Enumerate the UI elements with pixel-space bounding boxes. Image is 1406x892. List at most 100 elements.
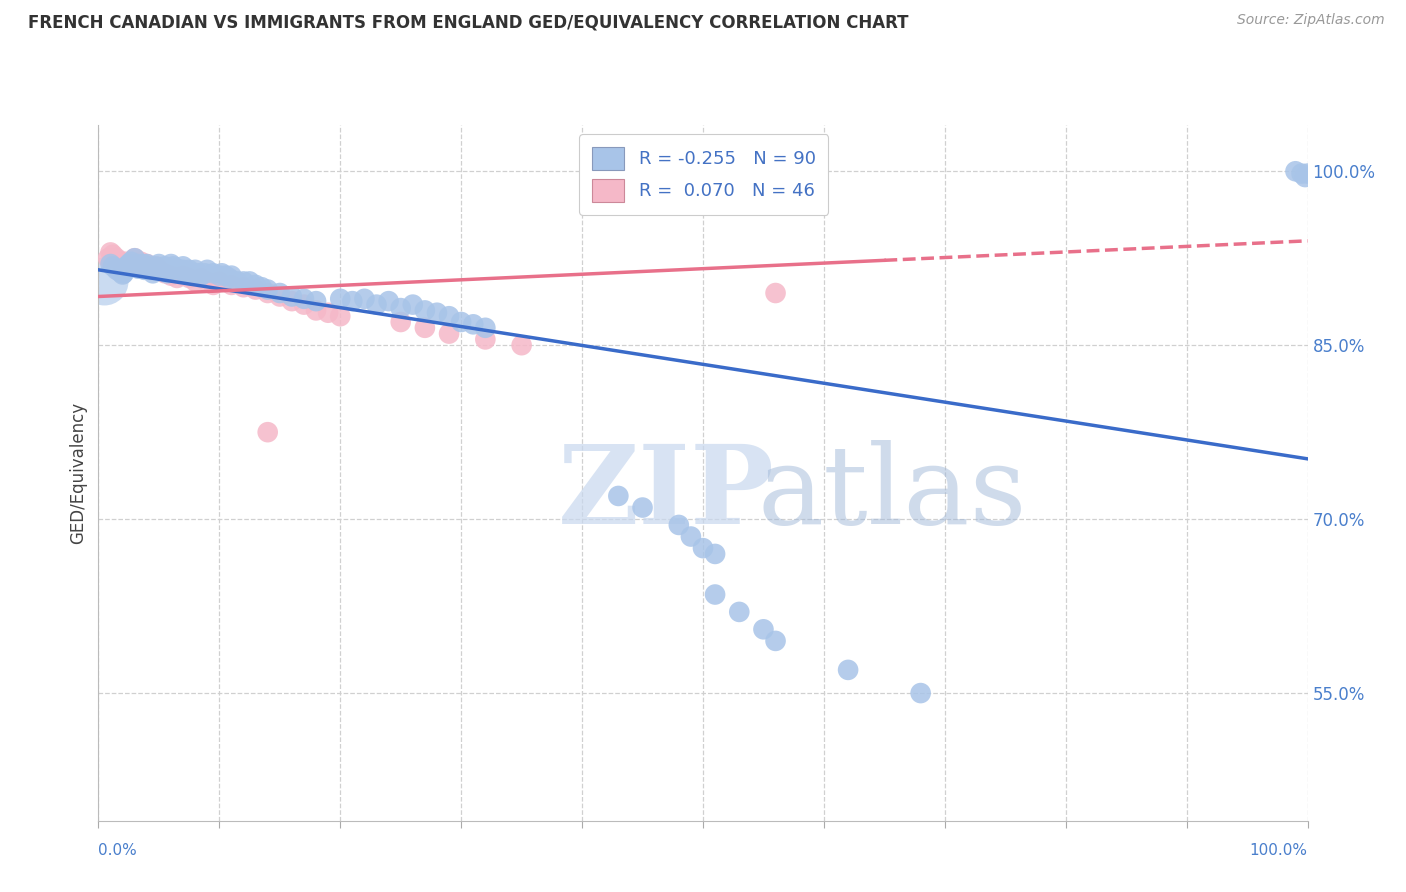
Point <box>668 517 690 532</box>
Point <box>208 275 231 289</box>
Point <box>728 605 751 619</box>
Point <box>112 266 135 280</box>
Point <box>250 280 273 294</box>
Point <box>111 257 134 271</box>
Point <box>245 277 267 292</box>
Point <box>162 260 184 274</box>
Point <box>93 275 115 289</box>
Point <box>221 268 243 283</box>
Point <box>156 266 179 280</box>
Point <box>179 263 201 277</box>
Point <box>97 252 120 266</box>
Point <box>239 275 262 289</box>
Point <box>150 263 173 277</box>
Point <box>135 260 157 274</box>
Point <box>704 547 727 561</box>
Point <box>1294 169 1316 185</box>
Point <box>631 500 654 515</box>
Point <box>153 266 176 280</box>
Point <box>474 321 496 335</box>
Point <box>132 257 155 271</box>
Point <box>214 268 236 283</box>
Point <box>160 268 183 283</box>
Point <box>437 326 460 341</box>
Point <box>208 268 231 283</box>
Point <box>232 275 254 289</box>
Point <box>389 315 412 329</box>
Point <box>342 294 364 309</box>
Point <box>118 257 141 271</box>
Point <box>142 263 165 277</box>
Point <box>127 260 149 274</box>
Point <box>148 257 170 271</box>
Point <box>389 301 412 315</box>
Text: 0.0%: 0.0% <box>98 843 138 858</box>
Point <box>194 266 217 280</box>
Point <box>437 310 460 324</box>
Point <box>124 252 146 266</box>
Point <box>114 263 136 277</box>
Point <box>111 268 134 282</box>
Text: Source: ZipAtlas.com: Source: ZipAtlas.com <box>1237 13 1385 28</box>
Point <box>1296 167 1319 181</box>
Point <box>305 294 328 309</box>
Point <box>124 257 146 271</box>
Text: FRENCH CANADIAN VS IMMIGRANTS FROM ENGLAND GED/EQUIVALENCY CORRELATION CHART: FRENCH CANADIAN VS IMMIGRANTS FROM ENGLA… <box>28 13 908 31</box>
Point <box>160 263 183 277</box>
Point <box>413 321 436 335</box>
Point <box>245 283 267 297</box>
Point <box>269 289 291 303</box>
Point <box>100 245 122 260</box>
Text: 100.0%: 100.0% <box>1250 843 1308 858</box>
Point <box>160 257 183 271</box>
Point <box>169 265 191 279</box>
Point <box>108 265 131 279</box>
Point <box>148 263 170 277</box>
Point <box>190 268 212 283</box>
Text: ZIP: ZIP <box>558 440 775 547</box>
Point <box>100 257 122 271</box>
Point <box>510 338 533 352</box>
Point <box>474 333 496 347</box>
Point <box>148 260 170 275</box>
Point <box>139 263 162 277</box>
Point <box>143 260 166 274</box>
Point <box>127 257 149 271</box>
Point <box>135 257 157 271</box>
Point <box>118 257 141 271</box>
Legend: R = -0.255   N = 90, R =  0.070   N = 46: R = -0.255 N = 90, R = 0.070 N = 46 <box>579 134 828 215</box>
Point <box>153 260 176 274</box>
Point <box>179 271 201 285</box>
Point <box>145 260 167 274</box>
Point <box>1291 167 1313 181</box>
Point <box>174 266 197 280</box>
Point <box>124 260 146 274</box>
Point <box>256 283 278 297</box>
Point <box>607 489 630 503</box>
Point <box>211 266 233 280</box>
Point <box>256 425 278 439</box>
Point <box>129 260 152 274</box>
Point <box>105 252 128 266</box>
Point <box>292 292 315 306</box>
Point <box>195 263 218 277</box>
Point <box>232 280 254 294</box>
Point <box>426 306 449 320</box>
Point <box>184 275 207 289</box>
Point <box>114 254 136 268</box>
Point <box>108 254 131 268</box>
Point <box>281 294 304 309</box>
Point <box>353 292 375 306</box>
Point <box>184 263 207 277</box>
Point <box>329 292 352 306</box>
Point <box>101 260 124 274</box>
Point <box>402 298 425 312</box>
Point <box>413 303 436 318</box>
Point <box>221 277 243 292</box>
Point <box>256 285 278 300</box>
Point <box>172 260 194 274</box>
Point <box>138 260 160 275</box>
Point <box>195 275 218 289</box>
Point <box>187 266 209 280</box>
Point <box>115 260 138 274</box>
